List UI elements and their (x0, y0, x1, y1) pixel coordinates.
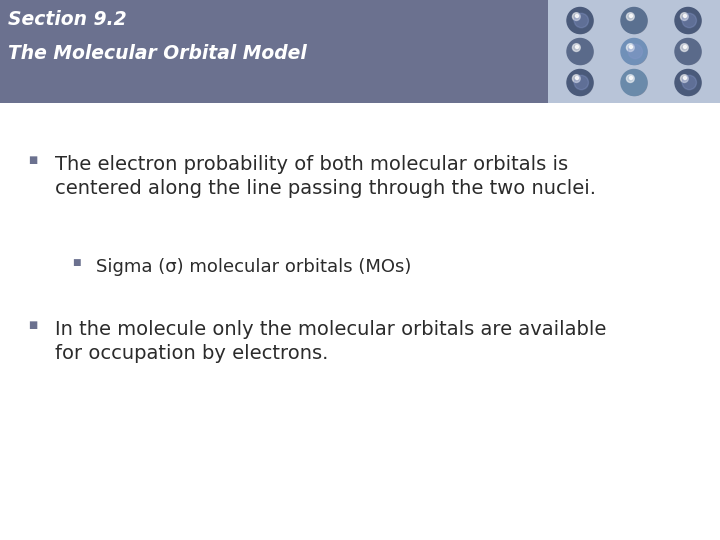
Circle shape (575, 76, 579, 79)
Circle shape (629, 45, 633, 49)
Bar (0, 0, 720, 103)
Bar (548, 0, 720, 103)
Text: ■: ■ (28, 155, 37, 165)
Circle shape (677, 72, 701, 96)
Circle shape (574, 76, 588, 90)
Circle shape (680, 12, 688, 21)
Text: ■: ■ (28, 320, 37, 330)
Circle shape (680, 44, 688, 51)
Circle shape (629, 15, 633, 17)
Circle shape (572, 12, 580, 21)
Circle shape (675, 70, 701, 96)
Circle shape (626, 44, 634, 51)
Circle shape (623, 40, 647, 64)
Circle shape (575, 15, 579, 17)
Circle shape (675, 38, 701, 64)
Circle shape (572, 75, 580, 83)
Circle shape (575, 45, 579, 49)
Circle shape (567, 70, 593, 96)
Circle shape (680, 75, 688, 83)
Circle shape (626, 12, 634, 21)
Circle shape (621, 70, 647, 96)
Circle shape (683, 76, 687, 79)
Circle shape (567, 38, 593, 64)
Circle shape (621, 8, 647, 33)
Circle shape (567, 8, 593, 33)
Text: ■: ■ (72, 258, 81, 267)
Circle shape (623, 10, 647, 33)
Circle shape (677, 10, 701, 33)
Circle shape (569, 10, 593, 33)
Circle shape (683, 15, 687, 17)
Circle shape (626, 75, 634, 83)
Circle shape (628, 44, 642, 59)
Text: Sigma (σ) molecular orbitals (MOs): Sigma (σ) molecular orbitals (MOs) (96, 258, 411, 276)
Circle shape (621, 38, 647, 64)
Circle shape (572, 44, 580, 51)
Circle shape (683, 45, 687, 49)
Text: The Molecular Orbital Model: The Molecular Orbital Model (8, 44, 307, 63)
Text: Section 9.2: Section 9.2 (8, 10, 127, 29)
Circle shape (629, 76, 633, 79)
Circle shape (569, 40, 593, 64)
Circle shape (569, 72, 593, 96)
Circle shape (623, 72, 647, 96)
Text: The electron probability of both molecular orbitals is
centered along the line p: The electron probability of both molecul… (55, 155, 596, 198)
Circle shape (682, 14, 696, 28)
Circle shape (677, 40, 701, 64)
Circle shape (675, 8, 701, 33)
Text: In the molecule only the molecular orbitals are available
for occupation by elec: In the molecule only the molecular orbit… (55, 320, 606, 363)
Circle shape (682, 76, 696, 90)
Circle shape (574, 14, 588, 28)
